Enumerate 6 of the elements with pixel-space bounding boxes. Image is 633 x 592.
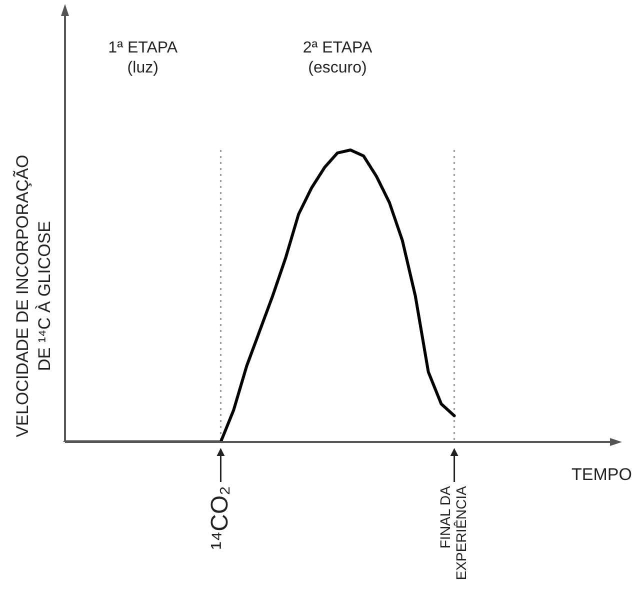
text: 1ª ETAPA (luz) [108, 39, 178, 76]
y-axis-title: VELOCIDADE DE INCORPORAÇÃO DE ¹⁴C À GLICOSE [13, 154, 54, 438]
text: 2ª ETAPA (escuro) [302, 39, 372, 76]
text: FINAL DA EXPERIÊNCIA [437, 486, 470, 580]
x-axis-title: TEMPO [572, 465, 632, 484]
text: ¹⁴CO₂ [206, 486, 234, 550]
